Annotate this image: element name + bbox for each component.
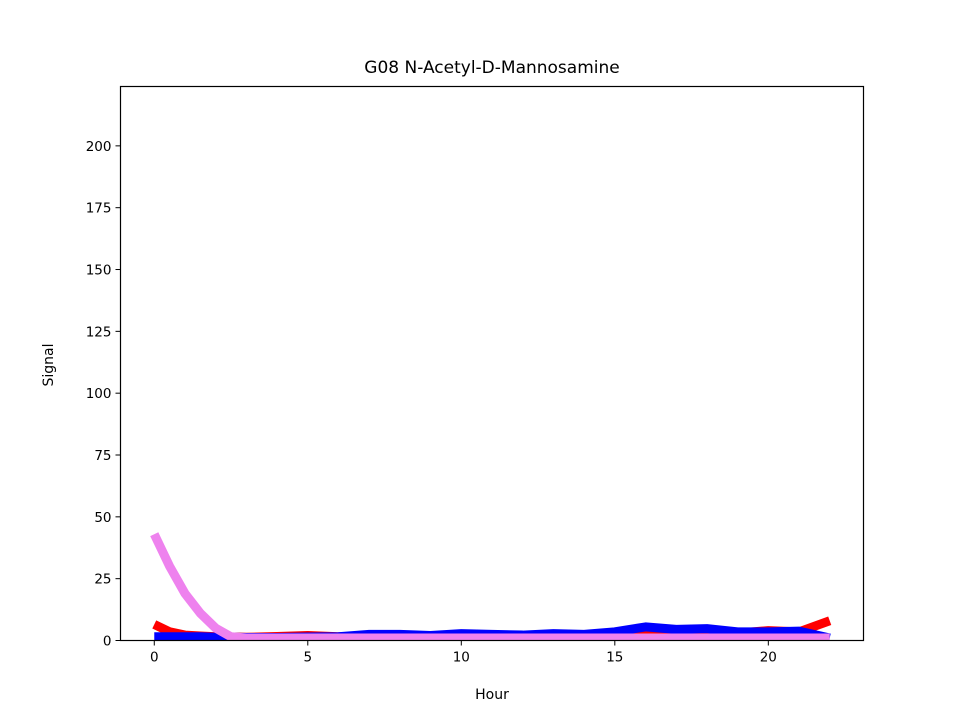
x-tick-label: 20 <box>760 650 777 666</box>
y-tick-label: 125 <box>86 324 112 340</box>
x-tick-label: 5 <box>303 650 312 666</box>
x-axis: 0 5 10 15 20 <box>150 640 777 666</box>
plot-frame <box>119 85 865 642</box>
x-axis-label: Hour <box>475 687 509 703</box>
y-axis-label: Signal <box>41 343 57 386</box>
x-tick-label: 10 <box>453 650 470 666</box>
y-tick-label: 50 <box>94 510 111 526</box>
y-tick-label: 150 <box>86 263 112 279</box>
y-tick-label: 100 <box>86 386 112 402</box>
y-tick-label: 0 <box>103 634 112 650</box>
y-tick-label: 175 <box>86 201 112 217</box>
y-tick-label: 25 <box>94 572 111 588</box>
x-tick-label: 15 <box>606 650 623 666</box>
y-tick-label: 200 <box>86 139 112 155</box>
series-line-3 <box>150 532 830 641</box>
x-tick-label: 0 <box>150 650 159 666</box>
series-layer <box>150 532 832 641</box>
chart-title: G08 N-Acetyl-D-Mannosamine <box>364 58 619 78</box>
y-tick-label: 75 <box>94 448 111 464</box>
y-axis: 0 25 50 75 100 125 150 175 200 <box>86 139 121 650</box>
